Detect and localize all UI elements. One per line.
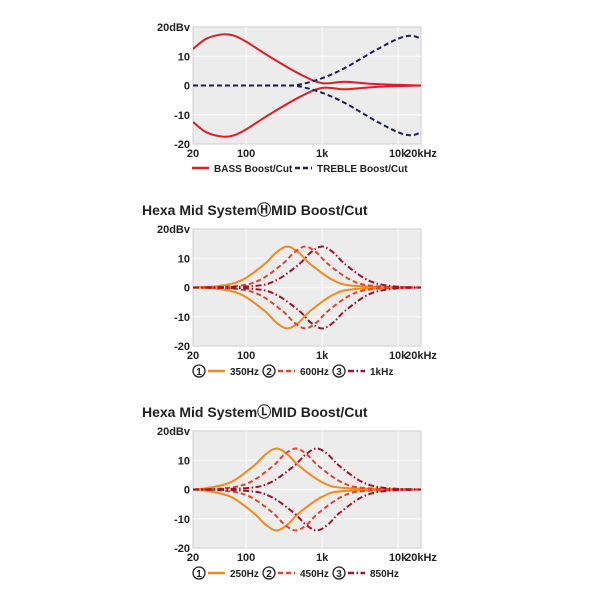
legend-number-badge	[192, 566, 206, 580]
legend-label: BASS Boost/Cut	[214, 164, 293, 175]
legend-number: 2	[266, 569, 272, 580]
series-1-boost-line	[193, 33, 421, 87]
series-2-boost-line	[193, 447, 421, 491]
series-2-cut-line	[193, 84, 421, 137]
x-tick-label: 10k	[389, 148, 408, 160]
legend-label: 850Hz	[370, 569, 399, 580]
series-3-boost-line	[193, 245, 421, 289]
y-tick-label: 10	[178, 51, 190, 63]
y-tick-label: -10	[174, 110, 190, 122]
series-2-boost-line	[193, 245, 421, 289]
legend-number: 3	[336, 569, 342, 580]
legend-number: 1	[196, 569, 202, 580]
series-1-cut-line	[193, 488, 421, 532]
series-1-cut-line	[193, 286, 421, 330]
y-tick-label: -20	[174, 341, 190, 353]
y-tick-label: 20dBv	[157, 426, 191, 438]
x-tick-label: 10k	[389, 552, 408, 564]
y-tick-label: -20	[174, 543, 190, 555]
series-1-cut-line	[193, 84, 421, 138]
x-tick-label: 1k	[316, 350, 329, 362]
y-tick-label: 10	[178, 455, 190, 467]
y-tick-label: -20	[174, 139, 190, 151]
x-tick-label: 1k	[316, 148, 329, 160]
series-3-boost-line	[193, 447, 421, 491]
legend-label: 250Hz	[230, 569, 259, 580]
x-tick-label: 1k	[316, 552, 329, 564]
x-tick-label: 100	[237, 148, 255, 160]
x-tick-label: 20	[187, 350, 199, 362]
chart-title: Hexa Mid SystemⓁMID Boost/Cut	[142, 404, 368, 420]
legend-number-badge	[332, 566, 346, 580]
series-3-cut-line	[193, 488, 421, 532]
x-tick-label: 10k	[389, 350, 408, 362]
y-tick-label: -10	[174, 514, 190, 526]
x-tick-label: 100	[237, 552, 255, 564]
series-1-boost-line	[193, 447, 421, 491]
y-tick-label: 20dBv	[157, 224, 191, 236]
series-3-cut-line	[193, 286, 421, 330]
legend-number-badge	[192, 364, 206, 378]
legend-number-badge	[332, 364, 346, 378]
legend-label: 600Hz	[300, 367, 329, 378]
series-1-boost-line	[193, 245, 421, 289]
series-2-cut-line	[193, 286, 421, 330]
legend-label: 450Hz	[300, 569, 329, 580]
x-tick-label: 20kHz	[405, 552, 437, 564]
y-tick-label: -10	[174, 312, 190, 324]
x-tick-label: 100	[237, 350, 255, 362]
x-tick-label: 20	[187, 552, 199, 564]
legend-number: 1	[196, 367, 202, 378]
y-tick-label: 20dBv	[157, 22, 191, 34]
x-tick-label: 20kHz	[405, 350, 437, 362]
legend-label: 350Hz	[230, 367, 259, 378]
y-tick-label: 0	[184, 81, 190, 93]
chart-title: Hexa Mid SystemⒽMID Boost/Cut	[142, 202, 368, 218]
legend-label: TREBLE Boost/Cut	[317, 164, 408, 175]
x-tick-label: 20	[187, 148, 199, 160]
legend-label: 1kHz	[370, 367, 393, 378]
y-tick-label: 0	[184, 283, 190, 295]
y-tick-label: 0	[184, 485, 190, 497]
legend-number: 3	[336, 367, 342, 378]
legend-number: 2	[266, 367, 272, 378]
legend-number-badge	[262, 364, 276, 378]
legend-number-badge	[262, 566, 276, 580]
x-tick-label: 20kHz	[405, 148, 437, 160]
series-2-cut-line	[193, 488, 421, 532]
y-tick-label: 10	[178, 253, 190, 265]
